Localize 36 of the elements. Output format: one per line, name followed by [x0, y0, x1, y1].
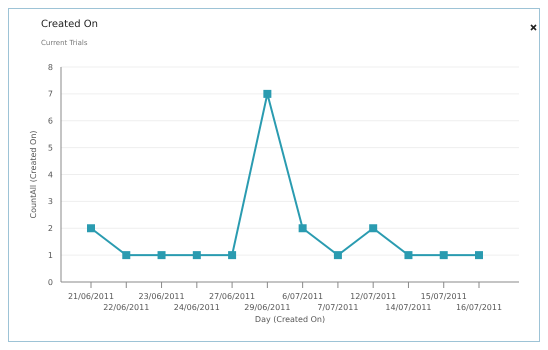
point — [122, 251, 130, 260]
x-tick-label: 15/07/2011 — [420, 292, 467, 301]
x-tick-label: 7/07/2011 — [317, 303, 358, 312]
x-tick-label: 21/06/2011 — [68, 292, 114, 301]
x-tick-label: 6/07/2011 — [282, 292, 324, 301]
y-tick-label: 5 — [48, 143, 53, 152]
x-tick-label: 29/06/2011 — [244, 303, 290, 312]
point — [298, 224, 307, 232]
y-tick-label: 0 — [48, 278, 53, 287]
y-tick-label: 6 — [48, 116, 53, 126]
point — [158, 251, 166, 260]
x-tick-label: 23/06/2011 — [138, 292, 185, 301]
point — [369, 224, 378, 232]
point — [87, 224, 95, 232]
x-axis-title: Day (Created On) — [254, 315, 326, 324]
y-tick-label: 1 — [48, 250, 53, 260]
y-axis-title: CountAll (Created On) — [28, 130, 38, 219]
point — [404, 251, 412, 260]
point — [192, 251, 201, 260]
y-tick-label: 3 — [48, 197, 53, 206]
y-tick-label: 8 — [48, 62, 53, 72]
point — [228, 251, 236, 260]
x-tick-label: 12/07/2011 — [350, 292, 396, 301]
point — [440, 251, 448, 260]
x-tick-label: 27/06/2011 — [209, 292, 256, 301]
point — [334, 251, 342, 260]
y-tick-label: 4 — [48, 170, 53, 180]
x-tick-label: 16/07/2011 — [456, 303, 502, 312]
x-tick-label: 22/06/2011 — [103, 303, 150, 312]
chart-title: Created On — [41, 19, 98, 30]
x-tick-label: 24/06/2011 — [174, 303, 220, 312]
point — [263, 90, 272, 98]
point — [475, 251, 483, 260]
y-tick-label: 2 — [48, 224, 53, 234]
y-tick-label: 7 — [48, 90, 53, 99]
x-tick-label: 14/07/2011 — [385, 303, 432, 312]
